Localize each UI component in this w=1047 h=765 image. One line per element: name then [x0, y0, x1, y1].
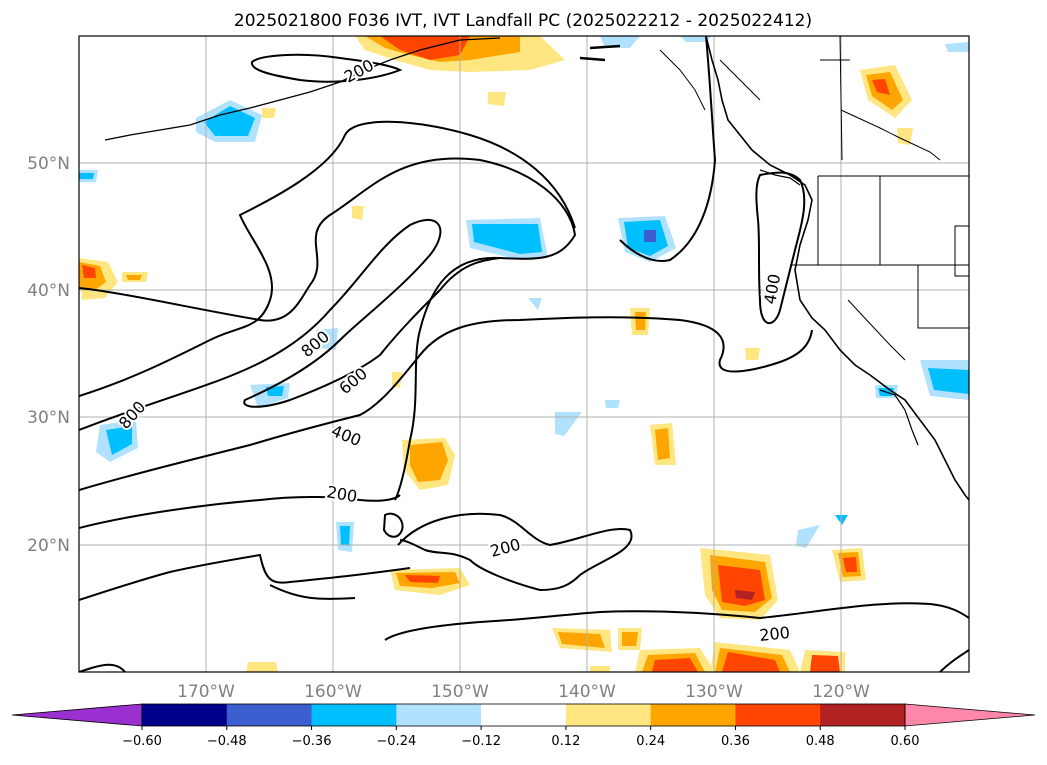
graticule	[79, 36, 969, 672]
figure-title: 2025021800 F036 IVT, IVT Landfall PC (20…	[234, 11, 812, 31]
colorbar-segment	[650, 704, 736, 726]
map-frame	[78, 35, 970, 673]
colorbar-segment	[226, 704, 313, 726]
contour-label: 200	[758, 623, 790, 645]
lon-label: 170°W	[177, 682, 235, 702]
colorbar-segment	[142, 704, 228, 726]
lat-label: 20°N	[27, 536, 70, 556]
longitude-labels: 170°W 160°W 150°W 140°W 130°W 120°W	[177, 682, 870, 702]
map-area: 200 400 600 800 800 400 200 200 200	[79, 36, 969, 672]
colorbar-segment	[311, 704, 397, 726]
colorbar-tick-label: 0.24	[636, 734, 665, 749]
lon-label: 120°W	[812, 682, 870, 702]
colorbar-frame	[141, 703, 906, 727]
colorbar-segment	[481, 704, 567, 726]
colorbar-tick-label: 0.48	[806, 734, 835, 749]
negative-anomaly-shading	[79, 36, 969, 552]
political-borders	[790, 109, 969, 361]
lon-label: 140°W	[558, 682, 616, 702]
colorbar-tick-label: −0.48	[207, 734, 247, 749]
positive-anomaly-shading	[79, 36, 913, 672]
colorbar-segment	[820, 704, 906, 726]
coastlines	[104, 36, 969, 501]
colorbar-extend-min	[11, 703, 143, 727]
lon-label: 150°W	[431, 682, 489, 702]
colorbar-tick-label: −0.12	[461, 734, 501, 749]
lat-label: 40°N	[27, 281, 70, 301]
lat-label: 50°N	[27, 154, 70, 174]
latitude-labels: 50°N 40°N 30°N 20°N	[27, 154, 70, 556]
ivt-contours	[79, 36, 969, 672]
colorbar-segment	[565, 704, 652, 726]
lat-label: 30°N	[27, 408, 70, 428]
colorbar-tick-label: 0.60	[891, 734, 920, 749]
colorbar-segment	[735, 704, 821, 726]
colorbar-extend-max	[904, 703, 1036, 727]
colorbar-tick-label: −0.36	[292, 734, 332, 749]
lon-label: 160°W	[304, 682, 362, 702]
colorbar-tick-label: 0.36	[721, 734, 750, 749]
colorbar-segment	[396, 704, 482, 726]
colorbar-tick-label: −0.60	[122, 734, 162, 749]
colorbar: −0.60 −0.48 −0.36 −0.24 −0.12 0.12 0.24 0.36 0.4…	[11, 703, 1036, 749]
colorbar-tick-label: −0.24	[376, 734, 416, 749]
colorbar-tick-label: 0.12	[551, 734, 580, 749]
lon-label: 130°W	[685, 682, 743, 702]
